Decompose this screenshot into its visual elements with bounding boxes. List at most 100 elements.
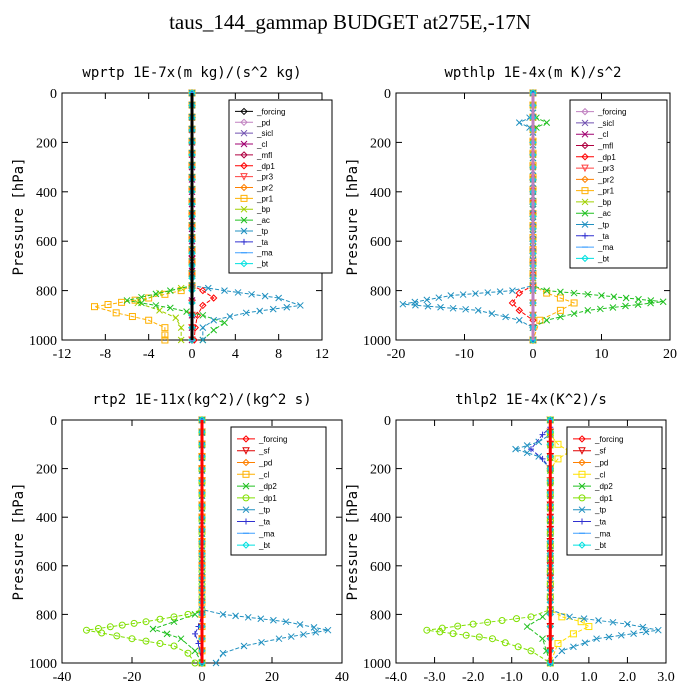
series-marker bbox=[138, 299, 145, 307]
panel-4: thlp2 1E-4x(K^2)/s Pressure [hPa] -4.0 -3.0… bbox=[345, 392, 675, 685]
legend-label: _dp1 bbox=[594, 494, 613, 503]
legend-marker bbox=[578, 435, 586, 443]
x-tick-label: -10 bbox=[455, 347, 474, 362]
series-marker bbox=[617, 631, 625, 639]
series-marker bbox=[501, 639, 509, 647]
legend-marker bbox=[579, 518, 585, 525]
data-point bbox=[282, 618, 290, 626]
series-marker bbox=[513, 615, 521, 623]
x-tick-label: 8 bbox=[275, 347, 282, 362]
data-point bbox=[624, 620, 631, 628]
series-marker bbox=[449, 630, 457, 638]
series-marker bbox=[113, 632, 121, 640]
data-point bbox=[209, 294, 218, 302]
data-point bbox=[161, 324, 169, 332]
series-marker bbox=[152, 302, 160, 309]
data-point bbox=[184, 610, 192, 618]
legend-marker bbox=[581, 164, 589, 173]
legend-marker bbox=[578, 458, 586, 467]
legend-label: _mfl bbox=[256, 151, 272, 160]
legend-marker bbox=[242, 435, 250, 443]
series-marker bbox=[128, 313, 136, 321]
legend-label: _pr1 bbox=[597, 187, 615, 196]
legend-label: _ma bbox=[256, 249, 273, 258]
legend-marker bbox=[578, 494, 586, 502]
series-marker bbox=[472, 290, 479, 297]
x-tick-label: -3.0 bbox=[423, 670, 445, 685]
data-point bbox=[145, 316, 153, 324]
data-point bbox=[199, 324, 207, 332]
data-point bbox=[539, 613, 546, 621]
x-tick-label: 12 bbox=[315, 347, 329, 362]
series-marker bbox=[605, 633, 613, 641]
series-marker bbox=[310, 624, 318, 631]
data-point bbox=[212, 659, 220, 667]
data-point bbox=[91, 303, 98, 311]
series-marker bbox=[257, 615, 265, 623]
series-marker bbox=[412, 301, 419, 309]
legend-label: _dp1 bbox=[258, 494, 277, 503]
series-marker bbox=[462, 305, 469, 313]
y-tick-label: 1000 bbox=[29, 334, 57, 349]
series_ac bbox=[123, 89, 228, 344]
legend-label: _ta bbox=[594, 518, 607, 527]
data-point bbox=[221, 287, 228, 294]
series-marker bbox=[584, 290, 592, 298]
x-tick-label: 1.0 bbox=[580, 670, 598, 685]
legend-marker bbox=[242, 506, 250, 514]
data-point bbox=[399, 300, 407, 308]
legend-marker bbox=[240, 216, 248, 224]
data-point bbox=[219, 649, 227, 657]
y-tick-label: 400 bbox=[370, 186, 391, 201]
series-marker bbox=[94, 624, 102, 632]
panel-3: rtp2 1E-11x(kg^2)/(kg^2 s) Pressure [hPa]… bbox=[11, 392, 349, 685]
data-point bbox=[177, 336, 185, 344]
figure-title: taus_144_gammap BUDGET at275E,-17N bbox=[169, 10, 531, 34]
data-point bbox=[536, 316, 544, 324]
series-marker bbox=[130, 619, 138, 627]
series-marker bbox=[142, 637, 150, 645]
data-point bbox=[219, 611, 227, 618]
x-tick-label: 20 bbox=[265, 670, 279, 685]
series-marker bbox=[170, 613, 178, 621]
y-tick-label: 400 bbox=[36, 511, 57, 526]
legend-label: _ta bbox=[597, 232, 610, 241]
series-marker bbox=[609, 618, 617, 626]
data-point bbox=[474, 307, 482, 314]
series-marker bbox=[570, 289, 578, 297]
series-marker bbox=[156, 640, 164, 648]
y-tick-label: 1000 bbox=[29, 657, 57, 672]
legend-label: _pr2 bbox=[256, 184, 274, 193]
legend-label: _bt bbox=[258, 541, 271, 550]
legend-box bbox=[569, 99, 668, 269]
legend-marker bbox=[240, 107, 248, 116]
series-marker bbox=[183, 308, 190, 315]
data-point bbox=[527, 613, 535, 621]
x-tick-label: -1.0 bbox=[501, 670, 523, 685]
legend-label: _bt bbox=[256, 260, 269, 269]
legend-label: _ta bbox=[256, 238, 269, 247]
legend-marker bbox=[240, 129, 248, 137]
series_dp2 bbox=[149, 416, 206, 667]
y-axis-label: Pressure [hPa] bbox=[345, 482, 361, 600]
x-tick-label: 0 bbox=[199, 670, 206, 685]
data-point bbox=[177, 284, 185, 292]
legend-marker bbox=[242, 541, 250, 549]
series-marker bbox=[639, 623, 647, 631]
legend-label: _dp1 bbox=[597, 153, 616, 162]
series-marker bbox=[118, 621, 126, 629]
series-marker bbox=[283, 303, 291, 311]
y-tick-label: 200 bbox=[36, 463, 57, 478]
y-tick-label: 1000 bbox=[363, 334, 391, 349]
legend-marker bbox=[240, 227, 248, 235]
series-marker bbox=[449, 304, 457, 312]
y-tick-label: 400 bbox=[370, 511, 391, 526]
data-point bbox=[584, 307, 592, 314]
legend-marker bbox=[240, 194, 248, 202]
series-marker bbox=[622, 302, 629, 310]
data-point bbox=[423, 626, 431, 634]
legend-label: _cl bbox=[256, 140, 267, 149]
data-point bbox=[654, 626, 662, 634]
data-point bbox=[161, 336, 169, 344]
